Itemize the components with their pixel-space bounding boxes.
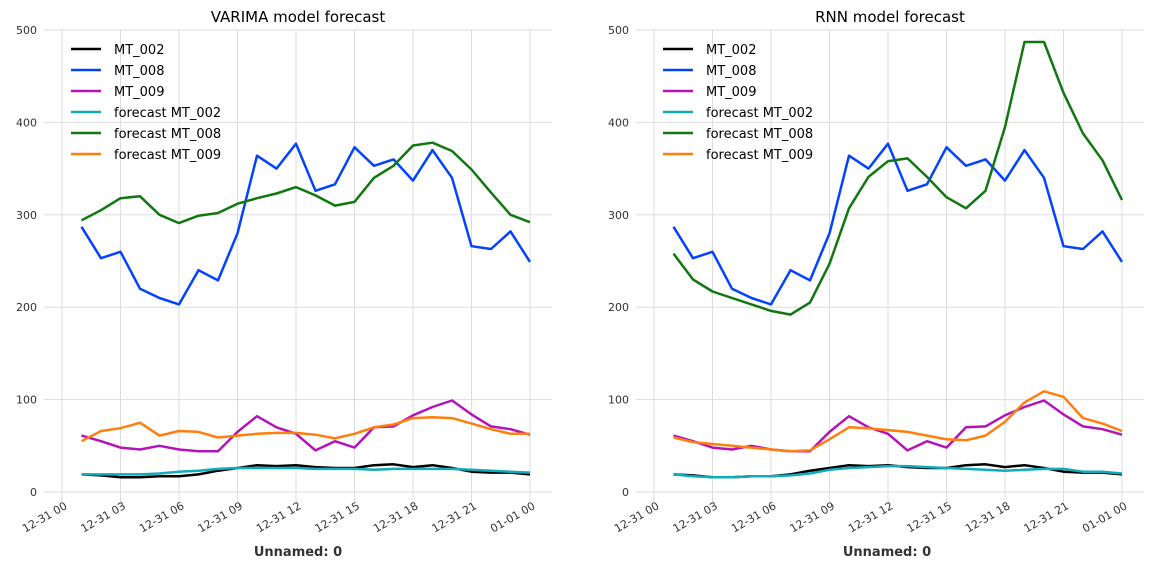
x-tick-label: 01-01 00 bbox=[1080, 499, 1129, 535]
x-tick-label: 12-31 21 bbox=[430, 499, 479, 535]
legend-label: forecast MT_008 bbox=[114, 127, 221, 142]
y-tick-label: 400 bbox=[608, 116, 629, 129]
chart-panel-0: 0 100 200 300 400 500 12-31 00 12-31 03 12-31 06… bbox=[16, 8, 552, 560]
y-tick-label: 500 bbox=[16, 24, 37, 37]
legend-label: forecast MT_009 bbox=[706, 148, 813, 163]
legend-label: MT_009 bbox=[706, 85, 756, 100]
x-tick-label: 12-31 21 bbox=[1022, 499, 1071, 535]
x-tick-label: 12-31 06 bbox=[729, 499, 778, 535]
y-tick-label: 500 bbox=[608, 24, 629, 37]
legend-label: forecast MT_002 bbox=[706, 106, 813, 121]
y-tick-label: 400 bbox=[16, 116, 37, 129]
y-tick-label: 0 bbox=[30, 486, 37, 499]
series-line-forecast-mt_002 bbox=[81, 466, 531, 476]
series-line-forecast-mt_009 bbox=[80, 415, 530, 443]
legend-label: MT_002 bbox=[114, 43, 164, 58]
y-tick-label: 300 bbox=[16, 209, 37, 222]
legend-label: MT_008 bbox=[706, 64, 756, 79]
x-tick-label: 12-31 15 bbox=[905, 499, 954, 535]
legend-label: forecast MT_002 bbox=[114, 106, 221, 121]
legend-label: forecast MT_009 bbox=[114, 148, 221, 163]
legend: MT_002 MT_008 MT_009 forecast MT_002forecas… bbox=[71, 43, 221, 163]
series-line-mt_008 bbox=[80, 142, 532, 306]
x-tick-label: 12-31 18 bbox=[371, 499, 420, 535]
legend: MT_002 MT_008 MT_009 forecast MT_002forecas… bbox=[663, 43, 813, 163]
x-axis-label: Unnamed: 0 bbox=[254, 545, 342, 560]
legend-label: MT_002 bbox=[706, 43, 756, 58]
series-line-forecast-mt_008 bbox=[80, 141, 531, 225]
series-line-forecast-mt_008 bbox=[672, 40, 1124, 316]
x-tick-label: 12-31 03 bbox=[79, 499, 128, 535]
x-tick-label: 12-31 03 bbox=[671, 499, 720, 535]
x-tick-label: 12-31 00 bbox=[20, 499, 69, 535]
y-tick-label: 200 bbox=[16, 301, 37, 314]
y-tick-label: 200 bbox=[608, 301, 629, 314]
y-tick-label: 300 bbox=[608, 209, 629, 222]
series-line-mt_002 bbox=[81, 463, 531, 479]
legend-label: forecast MT_008 bbox=[706, 127, 813, 142]
x-tick-label: 12-31 15 bbox=[313, 499, 362, 535]
series-line-forecast-mt_002 bbox=[673, 464, 1123, 479]
y-tick-label: 100 bbox=[16, 394, 37, 407]
x-tick-label: 12-31 06 bbox=[137, 499, 186, 535]
x-axis-label: Unnamed: 0 bbox=[843, 545, 931, 560]
x-tick-label: 12-31 18 bbox=[963, 499, 1012, 535]
x-tick-label: 12-31 12 bbox=[254, 499, 303, 535]
series-line-mt_009 bbox=[673, 399, 1123, 453]
y-tick-label: 0 bbox=[622, 486, 629, 499]
chart-title: VARIMA model forecast bbox=[211, 8, 386, 26]
x-tick-label: 12-31 09 bbox=[196, 499, 245, 535]
series-line-forecast-mt_009 bbox=[673, 390, 1123, 453]
series-line-mt_008 bbox=[672, 142, 1124, 306]
x-tick-label: 12-31 12 bbox=[846, 499, 895, 535]
y-tick-label: 100 bbox=[608, 394, 629, 407]
chart-panel-1: 0 100 200 300 400 500 12-31 00 12-31 03 12-31 06… bbox=[608, 8, 1144, 560]
legend-label: MT_008 bbox=[114, 64, 164, 79]
legend-label: MT_009 bbox=[114, 85, 164, 100]
series-line-mt_009 bbox=[81, 399, 531, 453]
x-tick-label: 01-01 00 bbox=[488, 499, 537, 535]
x-tick-label: 12-31 00 bbox=[612, 499, 661, 535]
x-tick-label: 12-31 09 bbox=[788, 499, 837, 535]
chart-title: RNN model forecast bbox=[815, 8, 965, 26]
